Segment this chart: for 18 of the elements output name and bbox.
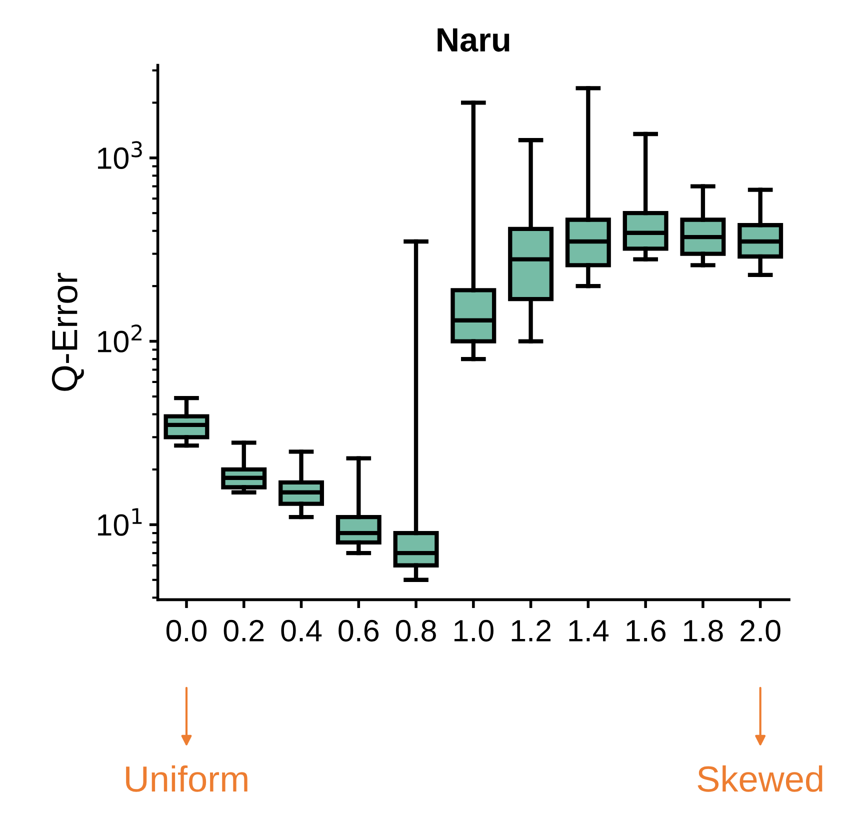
chart-title: Naru <box>438 28 510 52</box>
x-tick-label: 1.8 <box>684 620 723 642</box>
text: Uniform <box>126 765 248 792</box>
y-axis-title: Q-Error <box>52 272 84 391</box>
y-tick-label: 10$^{2}$ <box>98 324 142 352</box>
x-tick-label: 1.2 <box>512 620 551 642</box>
y-tick-label: 10$^{1}$ <box>98 508 142 536</box>
x-tick-label: 0.2 <box>224 620 264 642</box>
x-tick-label: 0.0 <box>166 620 207 642</box>
x-tick-label: 0.6 <box>338 620 379 642</box>
x-tick-label: 1.4 <box>569 620 609 642</box>
x-tick-label: 1.0 <box>454 620 494 642</box>
x-tick-label: 1.6 <box>626 620 666 642</box>
x-tick-label: 0.8 <box>396 620 436 642</box>
y-tick-label: 10$^{3}$ <box>98 141 142 170</box>
text: Skewed <box>698 765 822 792</box>
x-tick-label: 0.4 <box>281 620 322 642</box>
x-tick-label: 2.0 <box>740 620 780 642</box>
